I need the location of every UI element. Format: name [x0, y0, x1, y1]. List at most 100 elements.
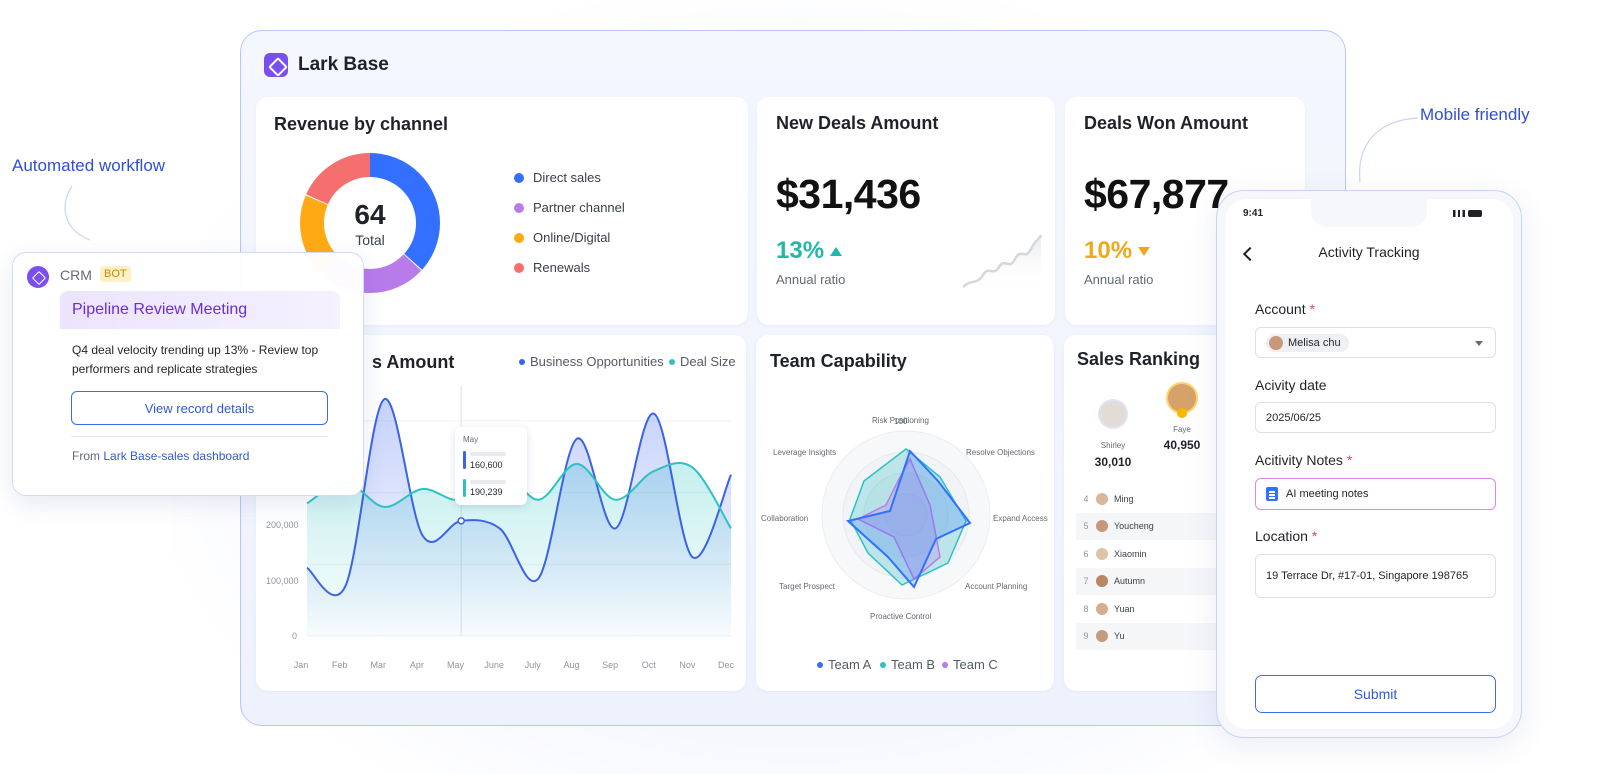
trend-down-icon — [1138, 246, 1151, 256]
chevron-down-icon — [1475, 341, 1483, 346]
ranking-row[interactable]: 7 Autumn — [1076, 567, 1236, 595]
radar-team-c — [856, 457, 941, 581]
tooltip-placeholder — [470, 480, 506, 484]
phone-screen: 9:41 Activity Tracking Account * Melisa … — [1225, 199, 1513, 729]
left-connector — [64, 185, 91, 241]
activity-date-field[interactable]: 2025/06/25 — [1255, 402, 1496, 433]
legend-team-b: Team B — [880, 657, 935, 672]
divider — [71, 436, 328, 437]
bot-badge: BOT — [100, 266, 131, 282]
tooltip-marker-a — [463, 451, 466, 469]
mobile-phone: 9:41 Activity Tracking Account * Melisa … — [1216, 190, 1522, 738]
activity-date-label: Acivity date — [1255, 377, 1327, 393]
team-capability-card[interactable]: Team Capability 100 Risk Positioning Res… — [756, 335, 1054, 691]
new-deals-pct: 13% — [776, 237, 843, 265]
deals-won-value: $67,877 — [1084, 171, 1229, 217]
avatar — [1269, 335, 1283, 350]
ranking-row[interactable]: 5 Youcheng — [1076, 512, 1236, 540]
rank-name: Yu — [1114, 631, 1125, 641]
tooltip-value-a: 160,600 — [470, 460, 503, 470]
x-tick: Jan — [293, 660, 309, 670]
radar-scale-max: 100 — [894, 417, 908, 426]
team-capability-title: Team Capability — [770, 351, 907, 371]
y-tick: 0 — [292, 631, 298, 641]
x-tick: May — [447, 660, 465, 670]
rank-name: Yuan — [1114, 603, 1135, 614]
revenue-donut-chart — [300, 153, 440, 293]
x-tick: Sep — [602, 660, 619, 670]
rank-number: 6 — [1083, 548, 1089, 559]
legend-partner-channel: Partner channel — [514, 200, 625, 215]
rank-number: 7 — [1083, 576, 1089, 586]
x-tick: Dec — [717, 660, 734, 670]
new-deals-sparkline — [962, 234, 1043, 289]
trend-up-icon — [830, 246, 843, 256]
legend-online-digital: Online/Digital — [514, 230, 610, 245]
location-field[interactable]: 19 Terrace Dr, #17-01, Singapore 198765 — [1255, 554, 1496, 598]
ranking-row[interactable]: 6 Xiaomin — [1076, 540, 1236, 567]
phone-title: Activity Tracking — [1318, 244, 1420, 260]
legend-dot — [669, 358, 675, 365]
donut-slice-online-digital — [300, 153, 440, 293]
signal-icon — [1453, 210, 1465, 217]
rank-number: 5 — [1083, 521, 1089, 531]
account-select[interactable]: Melisa chu — [1255, 327, 1496, 358]
new-deals-title: New Deals Amount — [776, 113, 939, 133]
account-label: Account * — [1255, 301, 1315, 317]
legend-dot — [514, 262, 524, 273]
avatar — [1096, 547, 1108, 560]
brand-header: Lark Base — [264, 53, 389, 77]
tooltip-value-b: 190,239 — [470, 487, 503, 497]
lark-logo-icon — [264, 53, 288, 77]
status-time: 9:41 — [1243, 208, 1264, 219]
activity-notes-label: Acitivity Notes * — [1255, 452, 1353, 468]
rank-top-value: 30,010 — [1094, 455, 1132, 469]
sales-ranking-title: Sales Ranking — [1077, 349, 1201, 369]
legend-team-a: Team A — [817, 657, 871, 672]
rank-name: Ming — [1114, 493, 1134, 504]
radar-axis-expand-access: Expand Access — [993, 514, 1048, 523]
new-deals-card[interactable]: New Deals Amount $31,436 13% Annual rati… — [757, 97, 1055, 325]
amount-line-chart — [306, 385, 732, 637]
radar-team-a — [845, 449, 972, 589]
source-link[interactable]: Lark Base-sales dashboard — [103, 449, 250, 463]
deals-won-title: Deals Won Amount — [1084, 113, 1249, 133]
tooltip-marker-b — [463, 479, 466, 497]
legend-dot — [942, 661, 948, 668]
donut-total-value: 64 — [354, 199, 386, 230]
phone-notch — [1311, 199, 1427, 227]
avatar — [1096, 492, 1108, 505]
avatar — [1096, 520, 1108, 532]
view-record-button[interactable]: View record details — [71, 391, 328, 425]
radar-axis-account-planning: Account Planning — [965, 582, 1028, 591]
radar-axis-target-prospect: Target Prospect — [779, 582, 836, 591]
rank-name: Youcheng — [1114, 521, 1154, 531]
x-tick: July — [524, 660, 541, 670]
submit-button[interactable]: Submit — [1255, 675, 1496, 713]
status-icons — [1453, 210, 1482, 217]
amount-chart-title: s Amount — [372, 352, 455, 372]
revenue-card[interactable]: Revenue by channel 64 Total Direct sales… — [256, 97, 748, 325]
ranking-row[interactable]: 9 Yu — [1076, 622, 1236, 650]
legend-deal-size: Deal Size — [669, 354, 736, 369]
crm-bot-card[interactable]: CRM BOT Pipeline Review Meeting Q4 deal … — [12, 252, 364, 496]
x-tick: Aug — [563, 660, 580, 670]
x-tick: June — [484, 660, 504, 670]
ranking-row[interactable]: 4 Ming — [1076, 485, 1236, 512]
crm-message-card: Pipeline Review Meeting Q4 deal velocity… — [60, 291, 340, 483]
new-deals-ratio-label: Annual ratio — [776, 272, 846, 287]
radar-axis-leverage-insights: Leverage Insights — [773, 448, 837, 457]
tooltip-placeholder — [470, 452, 506, 456]
rank-number: 8 — [1083, 603, 1089, 614]
radar-axis-risk-positioning: Risk Positioning — [872, 416, 929, 425]
crm-source: From Lark Base-sales dashboard — [72, 449, 250, 463]
legend-dot — [817, 661, 823, 668]
radar-team-b — [849, 448, 967, 586]
right-connector — [1359, 117, 1419, 183]
deals-won-ratio-label: Annual ratio — [1084, 272, 1154, 287]
location-label: Location * — [1255, 528, 1318, 544]
avatar — [1096, 602, 1108, 615]
ranking-row[interactable]: 8 Yuan — [1076, 595, 1236, 622]
activity-notes-field[interactable]: AI meeting notes — [1255, 478, 1496, 510]
mobile-friendly-label: Mobile friendly — [1420, 105, 1530, 124]
